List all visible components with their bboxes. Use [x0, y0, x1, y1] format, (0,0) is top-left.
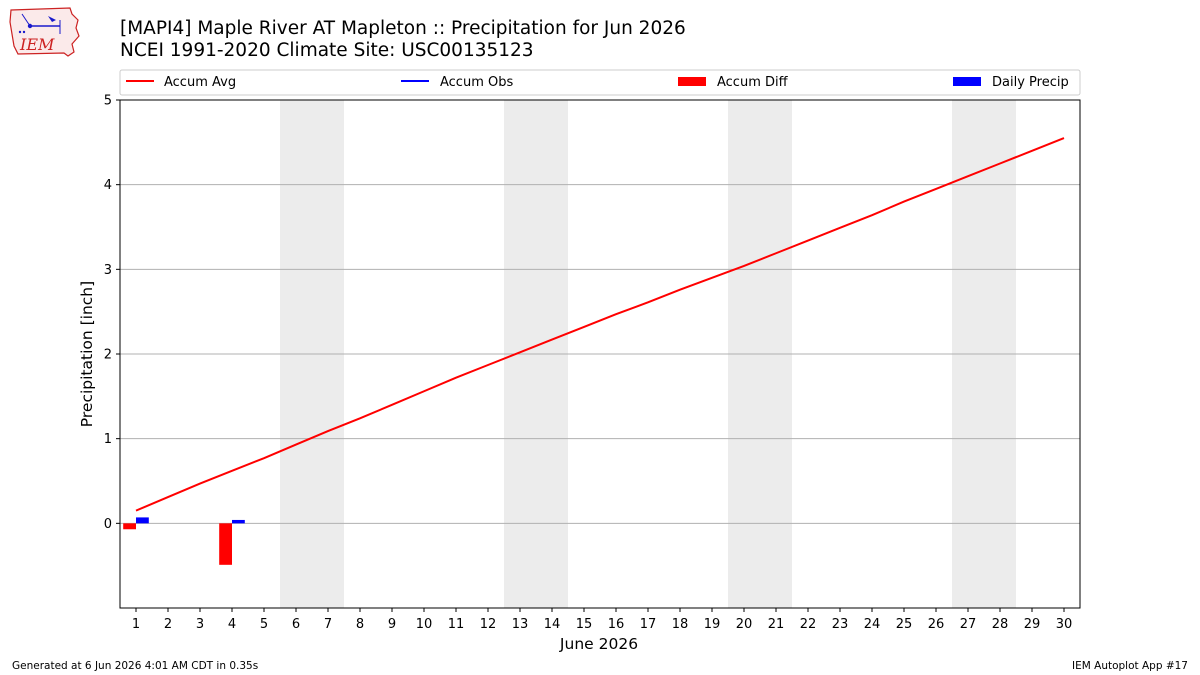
- x-tick-label: 22: [800, 617, 817, 632]
- x-tick-label: 20: [736, 617, 753, 632]
- iem-logo: IEM: [8, 6, 80, 60]
- legend-label-accum-diff: Accum Diff: [717, 75, 789, 90]
- bar-marks: [123, 517, 245, 565]
- x-tick-label: 2: [164, 617, 172, 632]
- x-tick-label: 18: [672, 617, 689, 632]
- x-tick-label: 15: [576, 617, 593, 632]
- legend-label-daily-precip: Daily Precip: [992, 75, 1069, 90]
- y-tick-label: 3: [104, 263, 112, 278]
- x-tick-label: 14: [544, 617, 561, 632]
- line-marks: [135, 137, 1065, 512]
- x-tick-label: 25: [896, 617, 913, 632]
- x-tick-label: 21: [768, 617, 785, 632]
- y-axis-ticks: 0 1 2 3 4 5: [104, 94, 120, 532]
- legend-label-accum-obs: Accum Obs: [440, 75, 513, 90]
- x-axis-ticks: 1 2 3 4 5 6 7 8 9 10 11 12 13 14 15 16 17 18 19 20 21 22 23 24 2…: [132, 608, 1072, 632]
- legend-box: [119, 69, 1081, 96]
- y-tick-label: 4: [104, 178, 112, 193]
- x-tick-label: 24: [864, 617, 881, 632]
- app-footer: IEM Autoplot App #17: [1072, 660, 1188, 672]
- y-tick-label: 1: [104, 432, 112, 447]
- x-tick-label: 17: [640, 617, 657, 632]
- chart-subtitle: NCEI 1991-2020 Climate Site: USC00135123: [120, 40, 534, 61]
- y-axis-label: Precipitation [inch]: [78, 281, 96, 427]
- y-tick-label: 0: [104, 517, 112, 532]
- x-tick-label: 11: [448, 617, 465, 632]
- accum-diff-bar: [123, 523, 136, 530]
- iem-iowa-logo-icon: IEM: [9, 7, 80, 57]
- grid-lines: [120, 99, 1080, 524]
- logo-text: IEM: [19, 35, 55, 54]
- x-tick-label: 4: [228, 617, 236, 632]
- y-tick-label: 2: [104, 348, 112, 363]
- x-tick-label: 6: [292, 617, 300, 632]
- x-tick-label: 28: [992, 617, 1009, 632]
- x-tick-label: 23: [832, 617, 849, 632]
- y-tick-label: 5: [104, 94, 112, 109]
- x-tick-label: 27: [960, 617, 977, 632]
- x-tick-label: 30: [1056, 617, 1073, 632]
- accum-diff-bar: [219, 523, 232, 565]
- legend-label-accum-avg: Accum Avg: [164, 75, 236, 90]
- x-tick-label: 9: [388, 617, 396, 632]
- legend-swatch-daily-precip: [953, 77, 981, 86]
- legend-swatch-accum-diff: [678, 77, 706, 86]
- x-tick-label: 29: [1024, 617, 1041, 632]
- daily-precip-bar: [136, 517, 149, 524]
- x-tick-label: 7: [324, 617, 332, 632]
- generated-footer: Generated at 6 Jun 2026 4:01 AM CDT in 0…: [12, 660, 259, 672]
- x-tick-label: 12: [480, 617, 497, 632]
- x-tick-label: 10: [416, 617, 433, 632]
- x-tick-label: 26: [928, 617, 945, 632]
- accum-avg-line: [135, 137, 1065, 512]
- chart-title: [MAPI4] Maple River AT Mapleton :: Preci…: [120, 18, 686, 39]
- x-tick-label: 5: [260, 617, 268, 632]
- daily-precip-bar: [232, 519, 245, 524]
- legend: Accum Avg Accum Obs Accum Diff Daily Pre…: [119, 69, 1081, 96]
- x-tick-label: 1: [132, 617, 140, 632]
- x-axis-label: June 2026: [559, 635, 638, 653]
- x-tick-label: 16: [608, 617, 625, 632]
- x-tick-label: 13: [512, 617, 529, 632]
- x-tick-label: 8: [356, 617, 364, 632]
- x-tick-label: 3: [196, 617, 204, 632]
- x-tick-label: 19: [704, 617, 721, 632]
